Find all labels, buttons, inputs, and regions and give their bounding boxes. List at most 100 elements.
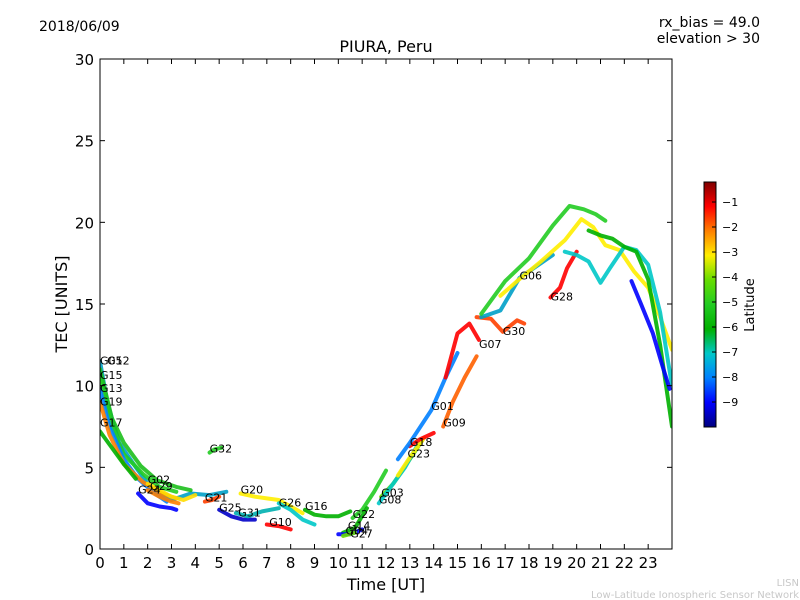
y-tick-label: 0: [84, 541, 94, 559]
colorbar-tick-label: −3: [722, 246, 738, 259]
tec-track: [136, 491, 179, 512]
colorbar-tick-label: −4: [722, 271, 738, 284]
series-layer: [100, 204, 672, 538]
x-tick-label: 3: [167, 554, 177, 572]
satellite-label: G21: [205, 492, 228, 505]
colorbar-tick-label: −2: [722, 221, 738, 234]
x-axis: 0 1 2 3 4 5 6 7 8 9 10 11 12 13 14 15 16 17 18 19 20 21 22 23: [95, 59, 658, 572]
colorbar-tick-label: −8: [722, 371, 738, 384]
x-tick-label: 6: [238, 554, 248, 572]
satellite-label: G08: [379, 493, 402, 506]
colorbar-ticks: −1 −2 −3 −4 −5 −6 −7 −8 −9: [712, 196, 738, 409]
x-tick-label: 21: [591, 554, 610, 572]
y-tick-label: 15: [75, 296, 94, 314]
y-tick-label: 25: [75, 133, 94, 151]
x-tick-label: 15: [448, 554, 467, 572]
tec-track: [548, 249, 579, 300]
satellite-label: G07: [479, 338, 502, 351]
tec-track: [264, 522, 293, 532]
satellite-label: G18: [410, 436, 433, 449]
tec-track: [145, 488, 181, 506]
y-tick-label: 5: [84, 459, 94, 477]
x-tick-label: 20: [567, 554, 586, 572]
tec-track: [276, 501, 317, 527]
plot-area: [100, 59, 672, 549]
x-tick-label: 7: [262, 554, 272, 572]
satellite-label: G03: [381, 487, 404, 500]
tec-track: [303, 507, 353, 519]
x-tick-label: 5: [214, 554, 224, 572]
colorbar-tick-label: −5: [722, 296, 738, 309]
x-tick-label: 13: [400, 554, 419, 572]
tec-track: [207, 445, 224, 455]
x-tick-label: 14: [424, 554, 443, 572]
satellite-label: G14: [348, 519, 371, 532]
satellite-label: G06: [519, 270, 542, 283]
tec-track: [474, 315, 527, 334]
tec-track: [233, 506, 281, 519]
tec-track: [145, 481, 198, 502]
satellite-label: G25: [219, 501, 242, 514]
x-tick-label: 10: [329, 554, 348, 572]
tec-track: [100, 429, 138, 481]
x-tick-label: 1: [119, 554, 129, 572]
colorbar-tick-label: −6: [722, 321, 738, 334]
satellite-label: G24: [138, 483, 161, 496]
satellite-label: G10: [269, 516, 292, 529]
tec-track: [217, 507, 257, 522]
y-tick-label: 30: [75, 51, 94, 69]
x-axis-label: Time [UT]: [346, 575, 425, 594]
footer-network: Low-Latitude Ionospheric Sensor Network: [591, 590, 799, 600]
y-tick-label: 20: [75, 214, 94, 232]
satellite-label: G12: [107, 354, 130, 367]
x-tick-label: 16: [472, 554, 491, 572]
x-tick-label: 18: [519, 554, 538, 572]
chart-title: PIURA, Peru: [339, 37, 432, 56]
tec-track: [238, 491, 305, 516]
tec-track: [629, 279, 672, 391]
satellite-label: G17: [100, 417, 123, 430]
colorbar-label: Latitude: [743, 278, 758, 332]
satellite-label: G31: [238, 506, 261, 519]
tec-track: [479, 204, 608, 316]
x-tick-label: 23: [639, 554, 658, 572]
tec-track: [586, 228, 672, 429]
tec-track: [341, 530, 357, 538]
colorbar-tick-label: −7: [722, 346, 738, 359]
satellite-label: G23: [407, 448, 430, 461]
tec-track: [350, 468, 388, 520]
tec-track: [562, 244, 672, 388]
satellite-label: G04: [345, 524, 368, 537]
x-tick-label: 19: [543, 554, 562, 572]
satellite-label: G28: [550, 291, 573, 304]
satellite-label: G19: [100, 395, 123, 408]
x-tick-label: 4: [191, 554, 201, 572]
tec-track: [443, 321, 481, 380]
x-tick-label: 17: [496, 554, 515, 572]
satellite-label: G20: [241, 483, 264, 496]
elevation-label: elevation > 30: [657, 31, 760, 47]
satellite-label: G30: [503, 325, 526, 338]
satellite-label: G01: [431, 400, 454, 413]
x-tick-label: 22: [615, 554, 634, 572]
satellite-label: G22: [353, 508, 376, 521]
footer-lisn: LISN: [777, 578, 799, 589]
satellite-label: G05: [100, 354, 123, 367]
y-tick-label: 10: [75, 378, 94, 396]
satellite-label: G27: [350, 528, 373, 541]
x-tick-label: 11: [353, 554, 372, 572]
colorbar: [703, 181, 717, 428]
satellite-label: G09: [443, 417, 466, 430]
y-axis: 0 5 10 15 20 25 30: [75, 51, 672, 559]
satellite-label: G15: [100, 369, 123, 382]
satellite-label: G26: [279, 497, 302, 510]
satellite-label: G02: [148, 474, 171, 487]
satellite-label: G16: [305, 500, 328, 513]
date-label: 2018/06/09: [39, 19, 120, 35]
x-tick-label: 12: [376, 554, 395, 572]
tec-track: [341, 506, 369, 535]
tec-track: [395, 435, 427, 478]
colorbar-tick-label: −9: [722, 396, 738, 409]
